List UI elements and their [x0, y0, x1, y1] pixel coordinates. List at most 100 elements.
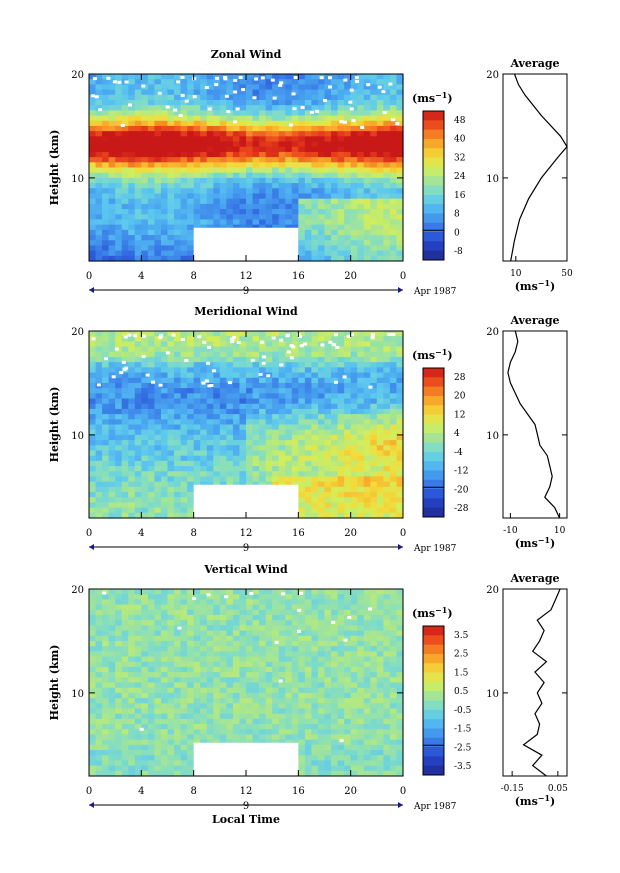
colorbar-segment: [423, 368, 444, 378]
colorbar-segment: [423, 691, 444, 701]
colorbar-tick-label: -12: [454, 467, 469, 477]
colorbar-frame: [422, 625, 445, 776]
colorbar-segment: [423, 111, 444, 121]
month-label: Apr 1987: [413, 802, 457, 812]
x-tick-label: 4: [138, 528, 144, 539]
colorbar-segment: [423, 414, 444, 425]
x-tick-label: 0: [86, 271, 92, 282]
colorbar-segment: [423, 451, 444, 462]
heatmap: [89, 74, 404, 262]
colorbar-segment: [423, 728, 444, 739]
x-tick-label: 4: [138, 271, 144, 282]
colorbar-segment: [423, 213, 444, 224]
profile-y-tick-label: 20: [486, 585, 499, 596]
y-tick-label: 10: [71, 431, 84, 442]
month-label: Apr 1987: [413, 544, 457, 554]
panel-title: Meridional Wind: [194, 305, 298, 318]
colorbar-segment: [423, 442, 444, 453]
date-axis-arrow-left: [89, 544, 94, 550]
colorbar-tick-label: -3.5: [454, 762, 472, 772]
colorbar-segment: [423, 672, 444, 683]
colorbar-unit: (ms−1): [412, 90, 453, 105]
profile-line: [507, 330, 561, 519]
profile-x-label: (ms−1): [515, 278, 556, 293]
y-axis-label: Height (km): [48, 645, 61, 721]
date-axis-arrow-right: [398, 802, 403, 808]
colorbar-unit: (ms−1): [412, 605, 453, 620]
x-tick-label: 20: [344, 528, 357, 539]
profile-x-label: (ms−1): [515, 793, 556, 808]
colorbar-segment: [423, 405, 444, 416]
profile-frame: [502, 330, 568, 519]
colorbar-segment: [423, 756, 444, 767]
colorbar-segment: [423, 498, 444, 509]
colorbar-segment: [423, 700, 444, 711]
colorbar-segment: [423, 232, 444, 242]
x-tick-label: 12: [240, 271, 253, 282]
profile-y-tick-label: 10: [486, 431, 499, 442]
date-label: 9: [243, 286, 249, 297]
date-label: 9: [243, 543, 249, 554]
panel-1: Meridional Wind 10 20 Height (km) 0 4 8 12 16 20 0…: [48, 305, 568, 554]
profile-y-tick-label: 20: [486, 327, 499, 338]
date-axis-arrow-left: [89, 287, 94, 293]
colorbar-segment: [423, 479, 444, 490]
colorbar-frame: [422, 367, 445, 518]
colorbar-tick-label: 3.5: [454, 631, 469, 641]
profile-y-tick-label: 20: [486, 70, 499, 81]
colorbar-segment: [423, 635, 444, 646]
colorbar-segment: [423, 626, 444, 636]
y-tick-label: 10: [71, 174, 84, 185]
profile-x-tick-label: -10: [503, 526, 518, 536]
heatmap: [89, 331, 404, 519]
colorbar-tick-label: 0: [454, 228, 460, 238]
x-tick-label: 0: [400, 271, 406, 282]
panel-title: Vertical Wind: [203, 563, 288, 576]
colorbar-segment: [423, 222, 444, 233]
colorbar-tick-label: 20: [454, 392, 466, 402]
colorbar-tick-label: 24: [454, 172, 466, 182]
profile-x-tick-label: 10: [554, 526, 566, 536]
colorbar-segment: [423, 241, 444, 252]
x-tick-label: 0: [400, 786, 406, 797]
profile-frame: [502, 73, 568, 262]
profile-title: Average: [509, 572, 559, 585]
colorbar-tick-label: -4: [454, 448, 463, 458]
colorbar-tick-label: 0.5: [454, 687, 469, 697]
x-tick-label: 0: [400, 528, 406, 539]
colorbar-tick-label: 48: [454, 116, 466, 126]
x-tick-label: 16: [292, 786, 305, 797]
colorbar-segment: [423, 663, 444, 674]
colorbar-segment: [423, 185, 444, 196]
x-tick-label: 20: [344, 786, 357, 797]
colorbar-segment: [423, 194, 444, 205]
colorbar-segment: [423, 765, 444, 776]
x-tick-label: 0: [86, 786, 92, 797]
x-tick-label: 16: [292, 528, 305, 539]
profile-x-tick-label: -0.15: [501, 784, 524, 794]
profile-x-tick-label: 50: [561, 269, 573, 279]
date-axis-arrow-right: [398, 544, 403, 550]
colorbar-segment: [423, 386, 444, 397]
colorbar-segment: [423, 507, 444, 518]
colorbar-segment: [423, 129, 444, 140]
y-axis-label: Height (km): [48, 387, 61, 463]
colorbar-tick-label: -0.5: [454, 706, 472, 716]
date-axis-arrow-left: [89, 802, 94, 808]
colorbar-segment: [423, 470, 444, 481]
colorbar-segment: [423, 747, 444, 757]
colorbar-tick-label: 8: [454, 210, 460, 220]
heatmap: [89, 589, 404, 777]
profile-title: Average: [509, 314, 559, 327]
x-axis-label: Local Time: [212, 813, 280, 826]
colorbar-tick-label: 16: [454, 191, 466, 201]
colorbar-tick-label: -1.5: [454, 725, 472, 735]
colorbar-segment: [423, 166, 444, 177]
colorbar-tick-label: 40: [454, 135, 466, 145]
date-label: 9: [243, 801, 249, 812]
colorbar-segment: [423, 489, 444, 499]
colorbar-tick-label: 12: [454, 410, 465, 420]
colorbar-segment: [423, 138, 444, 149]
colorbar-segment: [423, 719, 444, 729]
